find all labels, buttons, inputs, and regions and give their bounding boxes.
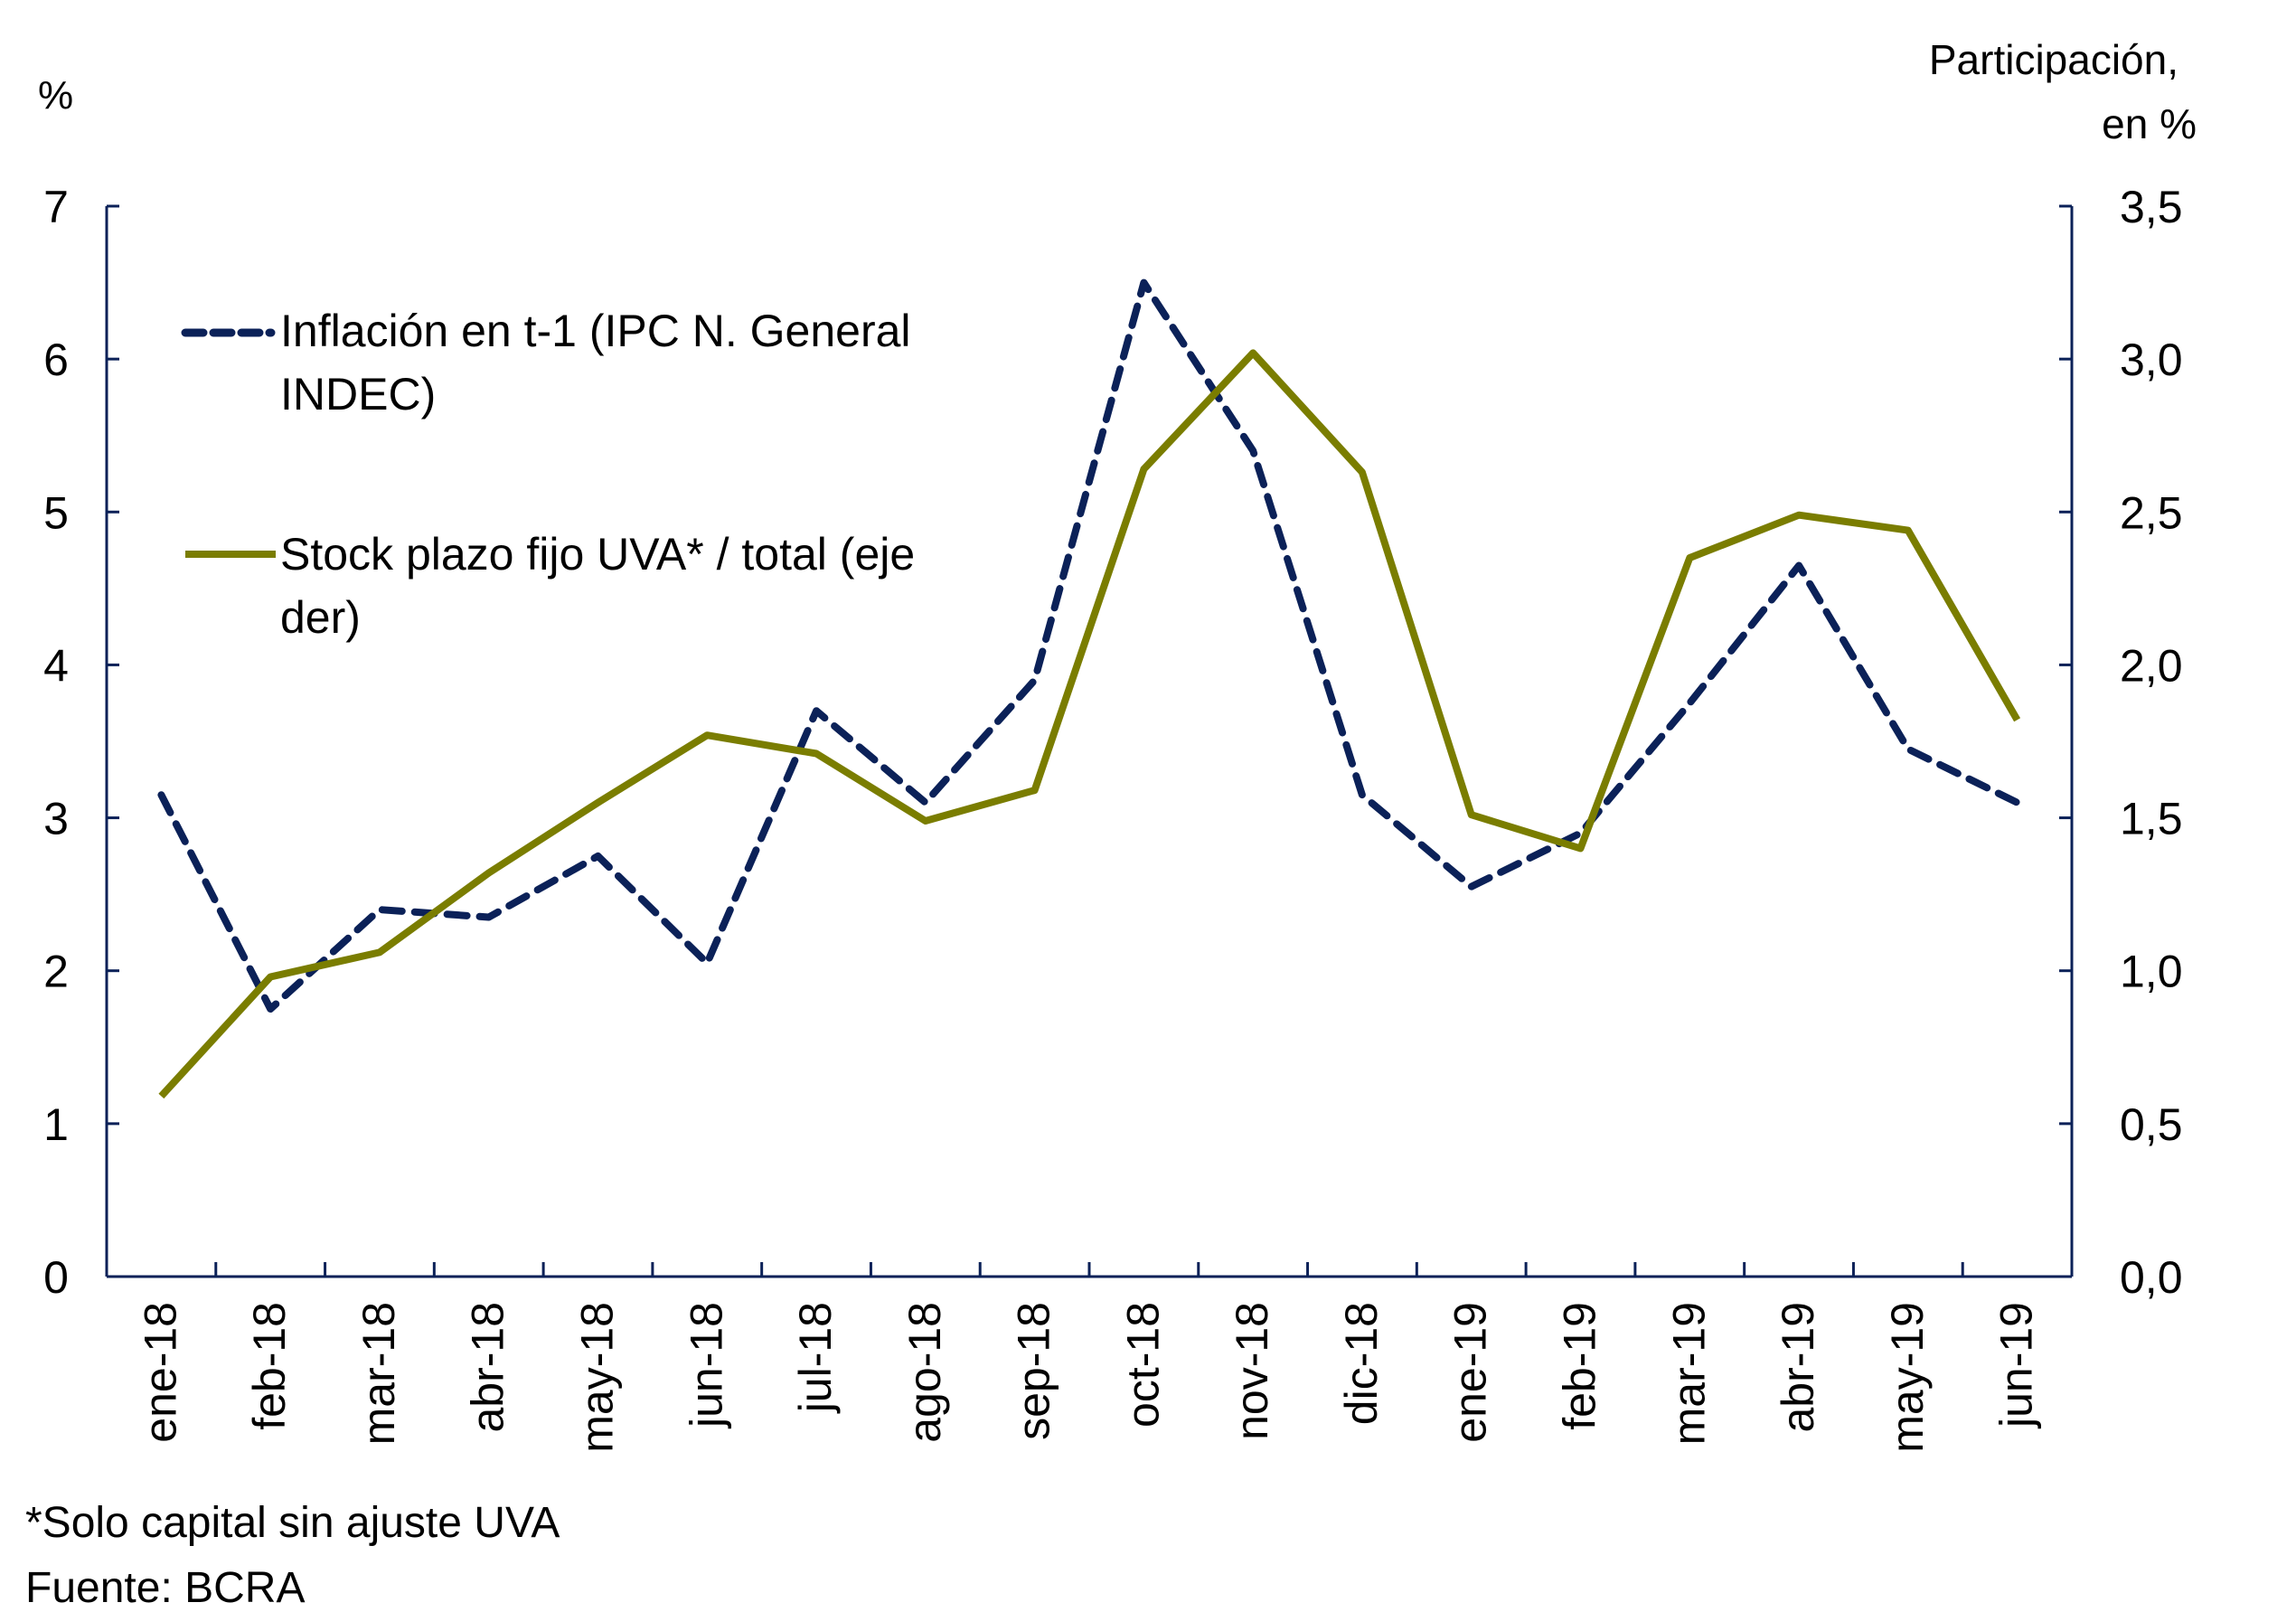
right-tick-label: 1,0 [2120, 947, 2183, 997]
left-tick-label: 1 [43, 1099, 69, 1150]
x-tick-label: jun-19 [1991, 1302, 2042, 1429]
x-tick-label: abr-18 [463, 1302, 513, 1433]
x-tick-label: dic-18 [1336, 1302, 1387, 1425]
right-tick-label: 3,5 [2120, 182, 2183, 232]
x-tick-label: sep-18 [1009, 1302, 1059, 1440]
x-tick-label: nov-18 [1227, 1302, 1277, 1440]
x-tick-label: ago-18 [899, 1302, 950, 1443]
right-tick-label: 2,0 [2120, 640, 2183, 691]
left-axis-ticks: 0 1 2 3 4 5 6 7 [43, 182, 119, 1303]
x-tick-label: may-18 [572, 1302, 623, 1453]
x-tick-label: mar-19 [1663, 1302, 1714, 1445]
right-tick-label: 0,0 [2120, 1252, 2183, 1303]
legend-label-inflacion-line2: INDEC) [280, 369, 436, 419]
x-tick-label: jul-18 [790, 1302, 841, 1414]
left-tick-label: 4 [43, 640, 69, 691]
right-axis-unit-label-line2: en % [2102, 100, 2197, 147]
right-axis-ticks: 0,0 0,5 1,0 1,5 2,0 2,5 3,0 3,5 [2059, 182, 2183, 1303]
series-line-inflacion [157, 278, 2021, 1013]
axes [105, 206, 2074, 1278]
legend-label-stock-uva-line2: der) [280, 592, 361, 643]
right-tick-label: 1,5 [2120, 794, 2183, 844]
right-tick-label: 2,5 [2120, 487, 2183, 538]
x-tick-label: mar-18 [353, 1302, 404, 1445]
right-tick-label: 3,0 [2120, 335, 2183, 385]
x-tick-label: feb-18 [244, 1302, 295, 1430]
right-axis-unit-label-line1: Participación, [1929, 36, 2178, 83]
x-tick-label: ene-18 [135, 1302, 185, 1443]
legend: Inflación en t-1 (IPC N. General INDEC) … [181, 306, 915, 643]
x-tick-label: abr-19 [1773, 1302, 1823, 1433]
footnote-source: Fuente: BCRA [25, 1564, 305, 1612]
x-tick-label: feb-19 [1555, 1302, 1605, 1430]
left-tick-label: 6 [43, 335, 69, 385]
right-tick-label: 0,5 [2120, 1099, 2183, 1150]
left-tick-label: 5 [43, 487, 69, 538]
left-tick-label: 7 [43, 182, 69, 232]
left-axis-unit-label: % [38, 73, 73, 118]
footnote-uva: *Solo capital sin ajuste UVA [25, 1499, 560, 1547]
x-axis-ticks: ene-18 feb-18 mar-18 abr-18 may-18 jun-18 jul-… [135, 1262, 2042, 1453]
x-tick-label: oct-18 [1117, 1302, 1168, 1428]
left-tick-label: 2 [43, 947, 69, 997]
x-tick-label: may-19 [1882, 1302, 1933, 1453]
x-tick-label: jun-18 [681, 1302, 731, 1429]
x-tick-label: ene-19 [1445, 1302, 1496, 1443]
series-line-stock-uva [158, 349, 2021, 1099]
left-tick-label: 3 [43, 794, 69, 844]
series-lines [157, 278, 2021, 1099]
legend-label-stock-uva-line1: Stock plazo fijo UVA* / total (eje [280, 529, 915, 580]
left-tick-label: 0 [43, 1252, 69, 1303]
legend-label-inflacion-line1: Inflación en t-1 (IPC N. General [280, 306, 911, 356]
